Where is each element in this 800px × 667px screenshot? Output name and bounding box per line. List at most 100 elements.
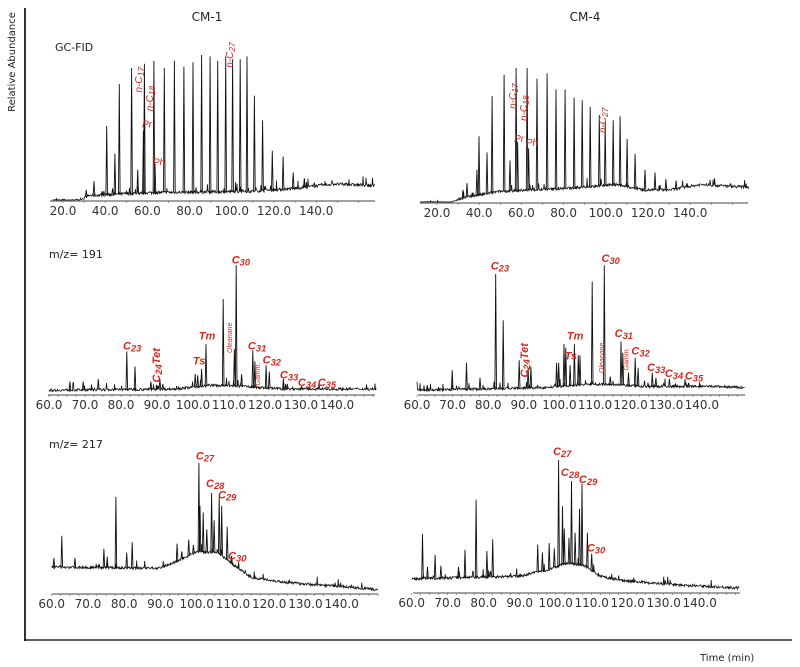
peak [193,373,197,387]
peak [557,362,560,387]
peak [68,381,72,391]
peak-label: C28 [561,467,580,481]
peak [245,56,249,192]
peak-label-subscript: 32 [271,358,282,368]
peak [633,357,637,386]
peak [173,60,176,193]
peak-label-main: C [519,369,531,378]
peak-label-main: C [228,551,237,563]
peak-label-main: n-C [225,51,236,68]
row-title-gcfid: GC-FID [55,41,93,54]
peak [651,372,654,387]
panel-cm-1-mz217: 60.0 70.0 80.0 90.0 100.0 110.0 120.0 130.0 140.… [38,450,379,611]
peak [426,566,429,579]
x-tick-label: 70.0 [439,398,466,412]
peak-label-main: Oleanane [599,343,606,373]
peak-label: C32 [631,345,650,359]
x-tick-label: 100.0 [539,596,573,610]
peak-label: C30 [587,542,606,556]
peak [253,361,257,388]
peak [268,371,271,389]
peak [590,281,594,385]
x-tick-label: 100.0 [180,597,214,611]
peak [204,343,208,386]
peak [508,160,512,191]
peak-label-subscript: 30 [609,256,620,266]
peak [553,548,556,568]
peak [216,60,219,192]
peak [105,125,108,195]
x-tick-label: 70.0 [72,398,99,412]
x-tick-label: 140.0 [673,206,707,220]
peak-label-main: C [491,260,500,272]
peak-label: n-C18 [519,95,532,121]
peak [271,150,274,191]
peak [687,382,690,387]
peak [555,362,558,387]
x-tick-label: 80.0 [550,206,577,220]
peak [554,89,558,189]
peak [153,163,157,193]
peak [621,352,625,386]
x-tick-label: 140.0 [299,204,333,218]
peak-label: C35 [318,377,337,391]
peak [525,67,529,191]
peak [200,54,203,193]
peak [196,375,199,387]
peak [201,512,205,552]
peak-label-main: C [232,254,241,266]
peak-label-main: C [123,340,132,352]
peak [212,520,216,553]
peak-label: n-C17 [134,67,147,93]
peak [81,381,85,390]
peak [625,138,629,187]
peak [281,156,285,190]
peak-label-subscript: 34 [673,371,684,381]
peak [526,367,530,389]
peak-label-main: Pr [514,134,525,145]
x-tick-label: 100.0 [215,204,249,218]
peak [570,481,573,564]
peak-label-main: n-C [519,104,530,121]
x-tick-label: 80.0 [470,596,497,610]
peak [200,368,203,387]
peak-label-main: C [263,354,272,366]
peak-label-main: n-C [598,116,609,133]
peak [187,539,190,556]
peak-label-subscript: 29 [225,493,237,503]
peak-label-subscript: 24 [522,358,532,370]
panel-cm-4-mz191: 60.0 70.0 80.0 90.0 100.0 110.0 120.0 130.0 140.… [404,253,745,412]
peak [143,63,146,193]
peak [517,360,521,389]
peak [198,505,202,552]
peak [541,552,544,572]
x-tick-label: 60.0 [38,597,65,611]
peak-label: C27 [196,450,215,464]
y-axis-title: Relative Abundance [7,12,18,112]
peak [461,189,465,198]
peak [224,56,227,192]
peak [674,180,678,189]
x-tick-label: 110.0 [212,398,246,412]
peak [514,67,518,191]
peak-label-main: Oleanane [227,323,234,353]
peak [603,265,606,385]
peak-label-main: C [206,478,215,490]
x-tick-label: 60.0 [134,204,161,218]
panel-cm-1-gcfid: 20.0 40.0 60.0 80.0 100.0 120.0 140.0n-C17n-C1… [50,42,376,218]
peak-label: C24Tet [519,342,533,378]
x-tick-label: 40.0 [92,204,119,218]
x-tick-label: 110.0 [216,597,250,611]
x-tick-label: 130.0 [649,398,683,412]
peak [234,265,238,387]
peak [590,553,593,571]
peak-label: n-C18 [145,85,158,111]
peak-label: C31 [248,340,266,354]
peak [627,372,630,386]
peak-label-main: Ph [153,157,166,168]
peak [577,355,580,386]
peak-label-main: C [196,450,205,462]
peak-label-subscript: 17 [136,67,146,77]
x-tick-label: 80.0 [176,204,203,218]
peak-label-subscript: 33 [288,373,299,383]
